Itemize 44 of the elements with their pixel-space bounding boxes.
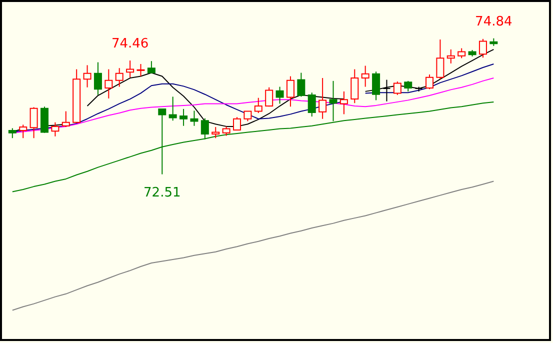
candlestick bbox=[158, 108, 166, 175]
candlestick bbox=[222, 126, 230, 136]
candlestick bbox=[104, 68, 113, 99]
candlestick bbox=[404, 80, 412, 92]
candlestick bbox=[308, 92, 316, 118]
candlestick bbox=[426, 74, 434, 90]
candlestick bbox=[340, 90, 348, 115]
candlestick bbox=[83, 64, 92, 88]
candlestick bbox=[478, 38, 487, 58]
candlestick bbox=[180, 108, 188, 126]
candlestick bbox=[286, 76, 294, 108]
annotation: 74.46 bbox=[111, 36, 149, 52]
candlestick bbox=[126, 60, 134, 78]
candlestick bbox=[190, 110, 198, 126]
candlestick bbox=[94, 62, 102, 96]
candlestick bbox=[147, 60, 156, 74]
candlestick bbox=[244, 110, 252, 122]
candlestick bbox=[297, 72, 306, 98]
candlestick bbox=[446, 48, 455, 64]
candlestick bbox=[276, 86, 284, 104]
candlestick bbox=[8, 128, 16, 139]
candlestick bbox=[382, 79, 391, 102]
candlestick bbox=[436, 39, 444, 80]
candlestick bbox=[361, 65, 370, 88]
candlestick bbox=[136, 64, 145, 77]
candlestick bbox=[233, 116, 241, 132]
candlestick bbox=[115, 68, 124, 88]
candlestick bbox=[254, 97, 262, 114]
candlestick bbox=[168, 96, 177, 122]
candlestick bbox=[40, 106, 48, 134]
candlestick bbox=[393, 81, 402, 96]
candlestick bbox=[458, 48, 466, 59]
candlestick bbox=[19, 124, 28, 139]
annotation: 74.84 bbox=[475, 14, 512, 30]
candlestick bbox=[350, 68, 359, 104]
candlestick bbox=[212, 126, 220, 139]
candlestick bbox=[30, 106, 38, 139]
annotation: 72.51 bbox=[144, 185, 181, 200]
candlestick bbox=[265, 86, 274, 108]
candlestick bbox=[372, 71, 380, 101]
candlestick bbox=[62, 110, 70, 128]
candlestick bbox=[200, 118, 209, 140]
candlestick bbox=[318, 78, 327, 120]
candlestick bbox=[51, 122, 60, 137]
